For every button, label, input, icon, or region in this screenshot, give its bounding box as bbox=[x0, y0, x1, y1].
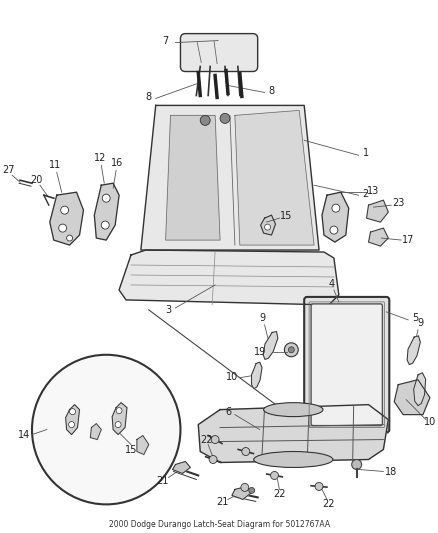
Circle shape bbox=[59, 224, 67, 232]
Circle shape bbox=[32, 355, 180, 504]
Circle shape bbox=[271, 472, 279, 480]
Text: 20: 20 bbox=[30, 175, 42, 185]
Text: 22: 22 bbox=[323, 499, 335, 510]
Polygon shape bbox=[166, 116, 220, 240]
Polygon shape bbox=[235, 110, 314, 245]
Circle shape bbox=[211, 435, 219, 443]
Text: 18: 18 bbox=[385, 467, 397, 478]
Circle shape bbox=[330, 226, 338, 234]
Text: 2000 Dodge Durango Latch-Seat Diagram for 5012767AA: 2000 Dodge Durango Latch-Seat Diagram fo… bbox=[109, 520, 330, 529]
Circle shape bbox=[70, 409, 75, 415]
Text: 19: 19 bbox=[254, 347, 266, 357]
Text: 8: 8 bbox=[268, 86, 275, 96]
Text: 10: 10 bbox=[226, 372, 238, 382]
Polygon shape bbox=[90, 424, 101, 440]
Polygon shape bbox=[50, 192, 84, 245]
Polygon shape bbox=[368, 228, 389, 246]
Text: 3: 3 bbox=[166, 305, 172, 315]
Text: 21: 21 bbox=[216, 497, 228, 507]
Circle shape bbox=[288, 347, 294, 353]
Polygon shape bbox=[322, 192, 349, 242]
Polygon shape bbox=[66, 405, 80, 434]
Circle shape bbox=[101, 221, 109, 229]
Text: 16: 16 bbox=[111, 158, 123, 168]
Circle shape bbox=[242, 448, 250, 456]
Text: 15: 15 bbox=[125, 445, 137, 455]
Text: 1: 1 bbox=[363, 148, 369, 158]
Polygon shape bbox=[394, 379, 430, 415]
Circle shape bbox=[67, 235, 73, 241]
FancyBboxPatch shape bbox=[180, 34, 258, 71]
Circle shape bbox=[265, 224, 271, 230]
Polygon shape bbox=[232, 487, 252, 499]
Circle shape bbox=[102, 194, 110, 202]
Polygon shape bbox=[367, 200, 389, 222]
Text: 8: 8 bbox=[146, 92, 152, 102]
Circle shape bbox=[209, 456, 217, 464]
Text: 14: 14 bbox=[18, 430, 30, 440]
Text: 15: 15 bbox=[280, 211, 293, 221]
Text: 12: 12 bbox=[94, 154, 106, 163]
Polygon shape bbox=[263, 332, 278, 359]
Text: 5: 5 bbox=[412, 313, 418, 323]
Polygon shape bbox=[141, 106, 319, 250]
Polygon shape bbox=[251, 362, 262, 389]
Text: 21: 21 bbox=[156, 477, 169, 487]
Circle shape bbox=[332, 204, 340, 212]
Text: 23: 23 bbox=[392, 198, 404, 208]
FancyBboxPatch shape bbox=[311, 304, 382, 425]
Circle shape bbox=[200, 116, 210, 125]
Circle shape bbox=[241, 483, 249, 491]
FancyBboxPatch shape bbox=[304, 297, 389, 433]
Text: 9: 9 bbox=[260, 313, 266, 323]
Polygon shape bbox=[173, 462, 191, 473]
Circle shape bbox=[61, 206, 69, 214]
Polygon shape bbox=[261, 215, 276, 235]
Polygon shape bbox=[112, 402, 127, 434]
Circle shape bbox=[116, 408, 122, 414]
Circle shape bbox=[249, 487, 254, 494]
Text: 2: 2 bbox=[362, 189, 369, 199]
Polygon shape bbox=[137, 435, 149, 455]
Text: 9: 9 bbox=[417, 318, 423, 328]
Text: 17: 17 bbox=[402, 235, 414, 245]
Text: 6: 6 bbox=[225, 407, 231, 417]
Polygon shape bbox=[198, 405, 389, 463]
Text: 4: 4 bbox=[329, 279, 335, 289]
Text: 22: 22 bbox=[273, 489, 286, 499]
Circle shape bbox=[315, 482, 323, 490]
Polygon shape bbox=[119, 250, 339, 305]
Ellipse shape bbox=[254, 451, 333, 467]
Text: 13: 13 bbox=[367, 186, 380, 196]
Text: 22: 22 bbox=[200, 434, 212, 445]
Circle shape bbox=[220, 114, 230, 123]
Circle shape bbox=[284, 343, 298, 357]
Circle shape bbox=[352, 459, 362, 470]
Circle shape bbox=[115, 422, 121, 427]
Polygon shape bbox=[407, 336, 420, 365]
Text: 7: 7 bbox=[162, 36, 169, 46]
Text: 27: 27 bbox=[2, 165, 14, 175]
Ellipse shape bbox=[264, 402, 323, 417]
Polygon shape bbox=[94, 183, 119, 240]
Polygon shape bbox=[413, 373, 426, 406]
Text: 10: 10 bbox=[424, 417, 436, 426]
Circle shape bbox=[69, 422, 74, 427]
Text: 11: 11 bbox=[49, 160, 61, 170]
